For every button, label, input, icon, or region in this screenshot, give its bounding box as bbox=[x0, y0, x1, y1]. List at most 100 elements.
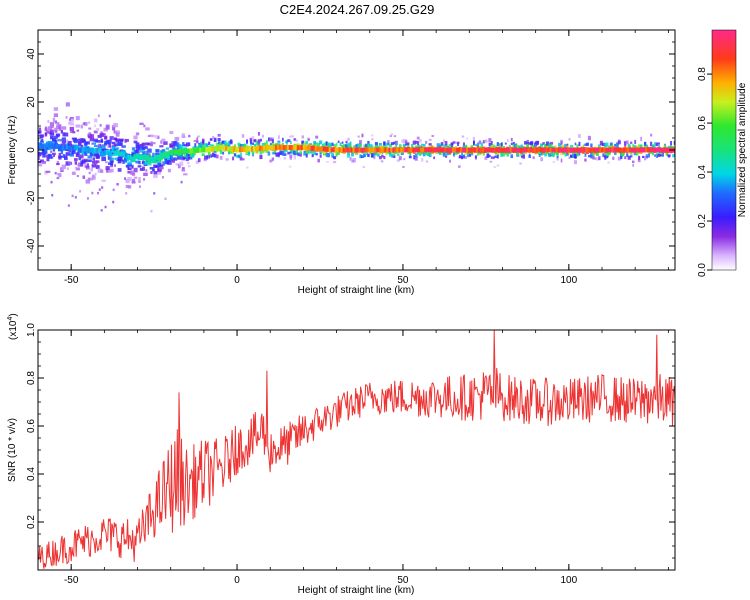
heatmap-cell bbox=[373, 152, 376, 156]
heatmap-cell bbox=[265, 150, 269, 153]
heatmap-cell bbox=[177, 152, 181, 158]
heatmap-cell bbox=[217, 138, 221, 142]
heatmap-cell bbox=[175, 136, 180, 141]
y-tick-label: 0.8 bbox=[26, 371, 37, 385]
heatmap-cell bbox=[131, 172, 136, 176]
heatmap-cell bbox=[369, 143, 372, 149]
heatmap-cell bbox=[64, 148, 68, 151]
colorbar-frame bbox=[711, 29, 737, 271]
heatmap-cell bbox=[39, 134, 45, 138]
colorbar-tick-label: 0.6 bbox=[697, 116, 708, 130]
heatmap-cell bbox=[390, 142, 394, 146]
heatmap-cell bbox=[658, 142, 660, 145]
heatmap-outlier bbox=[96, 148, 99, 152]
heatmap-cell bbox=[85, 141, 90, 145]
heatmap-cell bbox=[86, 163, 89, 168]
heatmap-cell bbox=[462, 145, 466, 150]
heatmap-cell bbox=[131, 147, 136, 151]
heatmap-cell bbox=[64, 157, 68, 161]
heatmap-cell bbox=[493, 156, 495, 160]
heatmap-cell bbox=[53, 107, 59, 111]
heatmap-cell bbox=[93, 144, 98, 148]
heatmap-cell bbox=[347, 150, 350, 156]
heatmap-cell bbox=[496, 154, 499, 159]
heatmap-cell bbox=[186, 151, 189, 156]
heatmap-cell bbox=[648, 153, 650, 158]
heatmap-cell bbox=[133, 167, 138, 173]
heatmap-cell bbox=[139, 168, 144, 171]
heatmap-cell bbox=[251, 151, 255, 154]
heatmap-cell bbox=[393, 155, 396, 159]
y-tick-label: 20 bbox=[26, 96, 37, 108]
heatmap-cell bbox=[412, 140, 416, 145]
heatmap-cell bbox=[215, 142, 219, 145]
heatmap-cell bbox=[385, 152, 388, 156]
heatmap-cell bbox=[371, 152, 374, 158]
heatmap-outlier bbox=[380, 160, 384, 163]
x-tick-label: -50 bbox=[64, 575, 79, 586]
heatmap-cell bbox=[78, 138, 82, 141]
heatmap-core bbox=[153, 158, 158, 164]
heatmap-cell bbox=[93, 130, 98, 134]
heatmap-cell bbox=[195, 140, 199, 143]
heatmap-cell bbox=[359, 143, 362, 148]
heatmap-cell bbox=[540, 157, 544, 162]
heatmap-outlier bbox=[352, 160, 355, 163]
heatmap-cell bbox=[142, 142, 145, 145]
heatmap-cell bbox=[182, 142, 185, 146]
heatmap-cell bbox=[131, 152, 136, 156]
heatmap-cell bbox=[135, 147, 140, 152]
heatmap-cell bbox=[282, 153, 284, 156]
heatmap-cell bbox=[87, 177, 92, 181]
heatmap-cell bbox=[214, 154, 217, 157]
heatmap-cell bbox=[321, 143, 324, 147]
heatmap-outlier bbox=[59, 139, 62, 142]
heatmap-cell bbox=[465, 155, 467, 159]
heatmap-cell bbox=[305, 150, 308, 155]
heatmap-cell bbox=[355, 143, 358, 148]
heatmap-cell bbox=[143, 172, 148, 177]
heatmap-cell bbox=[254, 144, 256, 148]
heatmap-cell bbox=[114, 157, 117, 160]
heatmap-cell bbox=[514, 143, 517, 148]
heatmap-cell bbox=[91, 175, 96, 180]
heatmap-cell bbox=[60, 130, 64, 134]
heatmap-outlier bbox=[143, 178, 146, 181]
heatmap-cell bbox=[277, 152, 281, 156]
heatmap-cell bbox=[315, 135, 319, 139]
heatmap-cell bbox=[297, 143, 300, 147]
heatmap-outlier bbox=[153, 192, 156, 195]
heatmap-outlier bbox=[288, 165, 292, 168]
heatmap-cell bbox=[47, 155, 53, 159]
heatmap-cell bbox=[52, 154, 56, 157]
heatmap-outlier bbox=[143, 124, 146, 128]
heatmap-cell bbox=[121, 145, 126, 148]
heatmap-cell bbox=[69, 153, 75, 157]
heatmap-cell bbox=[589, 152, 593, 157]
heatmap-cell bbox=[55, 133, 61, 137]
heatmap-cell bbox=[349, 156, 352, 161]
heatmap-cell bbox=[510, 142, 513, 146]
heatmap-cell bbox=[500, 142, 503, 146]
heatmap-cell bbox=[538, 153, 541, 157]
snr-series bbox=[38, 330, 675, 569]
heatmap-cell bbox=[188, 134, 191, 138]
heatmap-cell bbox=[173, 157, 178, 161]
heatmap-cell bbox=[454, 146, 458, 149]
heatmap-cell bbox=[548, 144, 552, 150]
heatmap-cell bbox=[635, 152, 639, 156]
heatmap-cell bbox=[383, 145, 386, 149]
heatmap-cell bbox=[78, 140, 82, 144]
heatmap-cell bbox=[613, 152, 617, 155]
heatmap-cell bbox=[387, 142, 390, 146]
heatmap-cell bbox=[528, 155, 531, 158]
heatmap-outlier bbox=[68, 118, 71, 121]
heatmap-cell bbox=[72, 131, 76, 134]
heatmap-cell bbox=[84, 151, 88, 156]
heatmap-cell bbox=[351, 152, 354, 157]
heatmap-cell bbox=[81, 159, 86, 164]
heatmap-cell bbox=[528, 153, 531, 157]
heatmap-cell bbox=[58, 127, 62, 131]
heatmap-cell bbox=[498, 143, 501, 148]
heatmap-cell bbox=[108, 143, 112, 148]
